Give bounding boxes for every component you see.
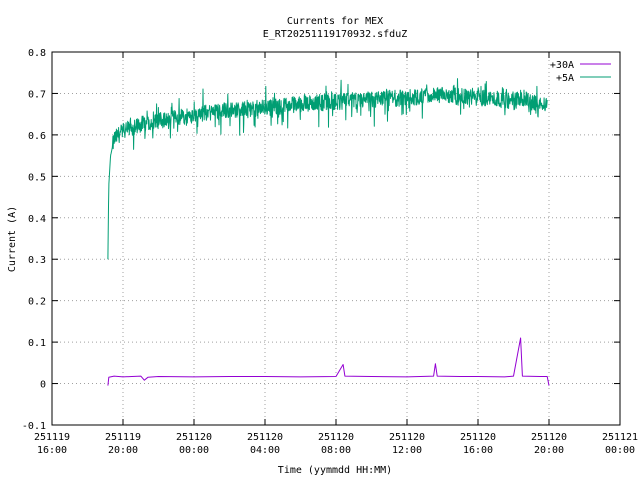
x-tick-label-time: 04:00 [250, 445, 280, 456]
x-tick-label-date: 251120 [531, 432, 567, 443]
y-tick-label: -0.1 [22, 421, 46, 432]
x-tick-label-time: 16:00 [37, 445, 67, 456]
x-tick-label-date: 251120 [318, 432, 354, 443]
chart-subtitle: E_RT20251119170932.sfduZ [263, 29, 408, 40]
y-tick-label: 0.1 [28, 338, 46, 349]
y-tick-label: 0 [40, 380, 46, 391]
legend-label: +30A [550, 60, 574, 71]
y-tick-label: 0.7 [28, 89, 46, 100]
x-tick-label-date: 251120 [460, 432, 496, 443]
x-tick-label-date: 251119 [105, 432, 141, 443]
series-line-plus30a [107, 337, 550, 386]
y-axis-label: Current (A) [7, 206, 18, 272]
x-tick-label-time: 16:00 [463, 445, 493, 456]
series-line-plus5a [107, 78, 548, 260]
y-tick-label: 0.5 [28, 172, 46, 183]
x-tick-label-time: 00:00 [179, 445, 209, 456]
x-tick-label-date: 251120 [247, 432, 283, 443]
y-tick-label: 0.3 [28, 255, 46, 266]
y-tick-label: 0.4 [28, 214, 46, 225]
y-tick-label: 0.8 [28, 48, 46, 59]
x-tick-label-date: 251119 [34, 432, 70, 443]
x-tick-label-time: 20:00 [534, 445, 564, 456]
x-tick-label-date: 251120 [389, 432, 425, 443]
y-tick-label: 0.2 [28, 297, 46, 308]
legend-label: +5A [556, 73, 574, 84]
x-tick-label-time: 12:00 [392, 445, 422, 456]
x-tick-label-date: 251121 [602, 432, 638, 443]
x-tick-label-time: 00:00 [605, 445, 635, 456]
x-tick-label-time: 20:00 [108, 445, 138, 456]
x-axis-label: Time (yymmdd HH:MM) [278, 465, 392, 476]
x-tick-label-time: 08:00 [321, 445, 351, 456]
y-tick-label: 0.6 [28, 131, 46, 142]
chart-title: Currents for MEX [287, 16, 383, 27]
x-tick-label-date: 251120 [176, 432, 212, 443]
